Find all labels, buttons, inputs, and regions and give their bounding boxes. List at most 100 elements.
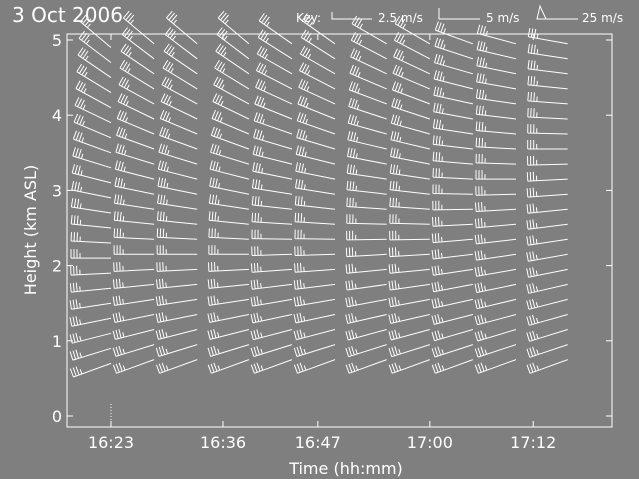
wind-barb	[252, 145, 293, 165]
chart-title: 3 Oct 2006	[12, 3, 123, 27]
wind-barb	[258, 13, 293, 45]
wind-barb	[123, 10, 155, 45]
wind-barb	[159, 126, 198, 150]
wind-barb	[350, 32, 387, 60]
wind-barb	[348, 97, 387, 120]
chart-key: Key: 2.5 m/s 5 m/s 25 m/s	[296, 4, 623, 25]
wind-barb	[78, 30, 112, 63]
wind-barb	[346, 214, 387, 225]
wind-barb	[526, 329, 568, 342]
wind-barb	[393, 48, 431, 75]
y-axis-label: Height (km ASL)	[21, 165, 40, 295]
wind-barb	[70, 215, 112, 229]
wind-barb	[434, 37, 474, 60]
wind-barb	[474, 359, 517, 374]
wind-barb	[116, 110, 155, 135]
wind-barb	[115, 143, 155, 165]
wind-barb	[75, 80, 112, 109]
x-tick-label: 17:12	[510, 433, 556, 452]
wind-barb	[389, 214, 430, 225]
wind-barb	[527, 107, 568, 120]
wind-barb	[208, 262, 249, 272]
wind-barb	[345, 247, 387, 258]
wind-barb	[475, 186, 517, 196]
wind-barb	[80, 14, 112, 48]
wind-barb	[346, 230, 387, 241]
wind-barb	[158, 143, 198, 165]
wind-barb	[114, 194, 155, 210]
wind-barb	[257, 29, 293, 60]
wind-barb	[434, 53, 474, 75]
wind-barb	[474, 250, 517, 261]
wind-barb	[251, 195, 293, 210]
wind-barb	[293, 279, 336, 290]
wind-barb	[347, 130, 387, 150]
key-entry-label: 25 m/s	[582, 11, 623, 25]
wind-barb	[112, 295, 155, 306]
wind-barb	[211, 110, 250, 135]
wind-barb	[209, 160, 250, 180]
wind-barb	[296, 128, 336, 150]
wind-barb	[253, 112, 293, 135]
wind-barb	[432, 119, 473, 135]
wind-barb	[155, 329, 198, 340]
wind-barb	[432, 184, 473, 195]
wind-barb	[295, 179, 336, 195]
wind-barb	[526, 314, 568, 326]
wind-barb	[526, 344, 568, 358]
key-symbol-half-barb	[331, 12, 372, 20]
wind-barb	[70, 265, 112, 276]
wind-barb	[156, 278, 198, 289]
wind-barb	[527, 155, 568, 166]
wind-barb	[255, 78, 293, 105]
wind-barb	[475, 170, 516, 180]
wind-barb	[346, 164, 387, 180]
wind-barb	[432, 216, 473, 227]
wind-barb	[71, 181, 112, 199]
wind-barb	[113, 262, 155, 272]
wind-barb	[112, 312, 155, 323]
wind-barb	[345, 344, 387, 358]
wind-barb	[156, 262, 198, 272]
wind-barb	[431, 281, 473, 293]
wind-barb	[112, 278, 155, 289]
wind-barb	[297, 95, 336, 120]
wind-barb	[116, 126, 155, 150]
y-tick-label: 3	[52, 181, 62, 200]
wind-barb	[433, 102, 473, 120]
wind-barb	[207, 295, 249, 306]
wind-barb	[295, 162, 336, 180]
wind-barb	[474, 329, 517, 342]
wind-barb	[162, 60, 198, 90]
wind-barb	[294, 195, 336, 210]
wind-barb	[388, 344, 430, 358]
wind-barb	[294, 246, 336, 256]
wind-barb	[347, 147, 387, 165]
wind-barb	[526, 283, 568, 294]
wind-barb	[69, 332, 112, 344]
wind-barb	[476, 56, 517, 75]
wind-barb	[250, 312, 293, 324]
wind-barb	[474, 298, 517, 310]
wind-barb	[164, 27, 198, 60]
wind-barb	[117, 93, 155, 120]
wind-barb	[256, 45, 293, 75]
wind-barb	[113, 228, 155, 240]
wind-barb	[527, 123, 568, 135]
wind-barb	[114, 160, 155, 180]
wind-barb	[388, 329, 430, 341]
wind-barb	[526, 251, 568, 262]
wind-barb	[213, 76, 250, 105]
wind-barb	[474, 344, 517, 358]
wind-barb	[347, 114, 387, 135]
wind-barb	[112, 344, 155, 357]
wind-barb	[431, 344, 474, 358]
wind-barb	[351, 15, 387, 45]
wind-barb	[157, 177, 198, 195]
wind-barb	[76, 63, 112, 94]
wind-barb	[526, 267, 568, 278]
wind-barb	[348, 81, 387, 105]
key-entry-label: 2.5 m/s	[378, 11, 423, 25]
wind-barb	[163, 43, 198, 75]
wind-barb	[474, 282, 517, 293]
